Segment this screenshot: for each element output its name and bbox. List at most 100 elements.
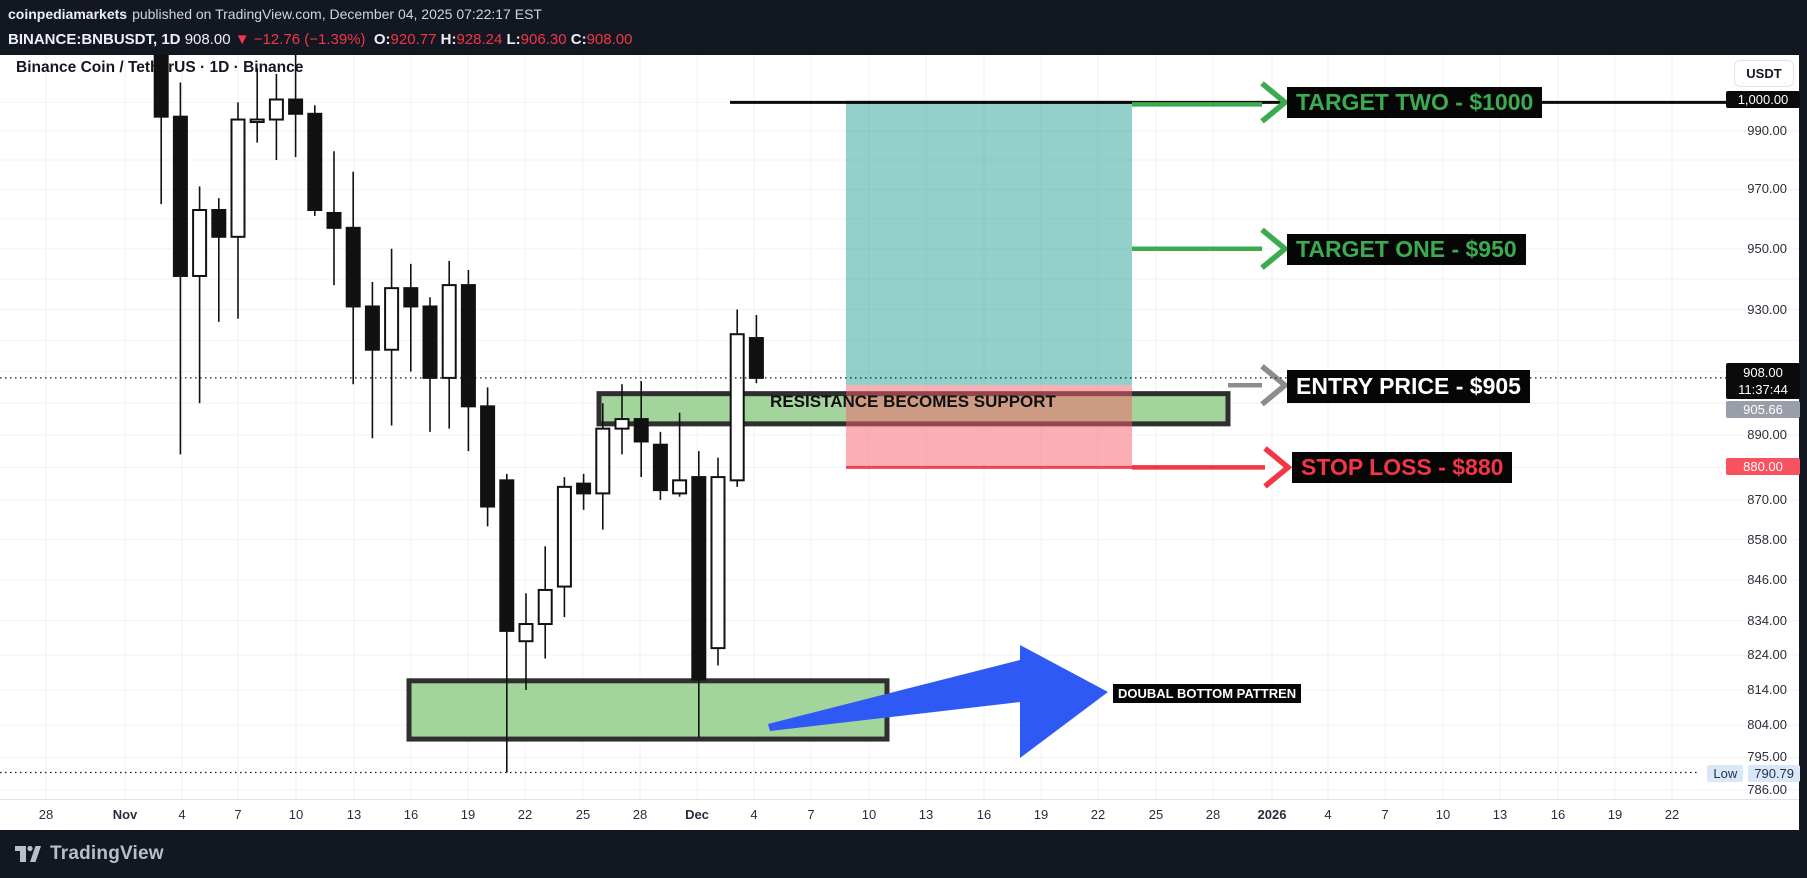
double-bottom-box[interactable] [406,678,890,742]
price-axis-label[interactable]: 890.00 [1747,427,1787,443]
time-axis-label[interactable]: 10 [861,807,877,822]
resistance-support-box-text[interactable]: RESISTANCE BECOMES SUPPORT [770,392,1056,411]
candles [153,55,764,773]
price-axis-label[interactable]: 804.00 [1747,717,1787,733]
candle [556,477,572,618]
time-axis-label[interactable]: 16 [1550,807,1566,822]
price-axis-label[interactable]: 834.00 [1747,612,1787,628]
time-axis-label[interactable]: 2026 [1257,807,1287,822]
time-axis-label[interactable]: 16 [976,807,992,822]
time-axis-label[interactable]: Dec [685,807,709,822]
entry-price-tag[interactable]: 905.66 [1726,401,1800,418]
candle-body-up [614,418,630,430]
candle-body-up [230,118,246,238]
time-axis-label[interactable]: 13 [918,807,934,822]
candle-body-up [249,118,265,124]
time-axis-label[interactable]: 25 [575,807,591,822]
price-axis-label[interactable]: 795.00 [1747,749,1787,765]
price-axis-label[interactable]: 824.00 [1747,647,1787,663]
loss-zone[interactable] [846,385,1132,468]
candle-body-up [268,98,284,121]
time-axis-label[interactable]: 13 [1492,807,1508,822]
price-axis-label[interactable]: 870.00 [1747,491,1787,507]
time-axis-label[interactable]: 10 [1435,807,1451,822]
candle [576,473,592,510]
time-axis-label[interactable]: 10 [288,807,304,822]
price-axis-label[interactable]: 786.00 [1747,781,1787,797]
price-axis-label[interactable]: 846.00 [1747,571,1787,587]
open-value: 920.77 [390,30,437,48]
time-axis-label[interactable]: 7 [1381,807,1389,822]
time-axis-label[interactable]: 22 [517,807,533,822]
time-axis-label[interactable]: 7 [807,807,815,822]
target-two-label[interactable]: TARGET TWO - $1000 [1287,87,1543,118]
candle [249,68,265,143]
candle [441,260,457,429]
time-axis-label[interactable]: Nov [112,807,138,822]
time-axis-label[interactable]: 4 [750,807,758,822]
candle [633,381,649,478]
close-label: C: [570,30,587,48]
candle [499,473,515,773]
publication-text: published on TradingView.com, December 0… [132,5,542,22]
symbol-name: BINANCE:BNBUSDT, 1D [8,30,181,48]
candle [307,105,323,216]
candle-body-down [576,482,592,495]
profit-zone[interactable] [846,102,1132,386]
time-axis-label[interactable]: 28 [632,807,648,822]
time-axis-label[interactable]: 19 [1607,807,1623,822]
time-axis-label[interactable]: 16 [403,807,419,822]
candle [153,55,169,205]
stop-loss-label[interactable]: STOP LOSS - $880 [1292,452,1513,483]
candle-body-up [729,333,745,482]
candle [595,403,611,530]
candle-body-up [556,485,572,588]
candle-body-up [192,208,208,277]
candle [364,282,380,439]
time-axis-label[interactable]: 22 [1090,807,1106,822]
double-bottom-pattern-label[interactable]: DOUBAL BOTTOM PATTREN [1113,684,1302,703]
time-axis-label[interactable]: 28 [38,807,54,822]
time-axis-label[interactable]: 28 [1205,807,1221,822]
price-tag-1000[interactable]: 1,000.00 [1726,91,1800,108]
candle [518,593,534,690]
time-axis-label[interactable]: 25 [1148,807,1164,822]
candle-body-down [153,55,169,118]
symbol-ohlc-bar: BINANCE:BNBUSDT, 1D 908.00 ▼ −12.76 (−1.… [0,26,1807,52]
tradingview-brand-text: TradingView [50,843,164,864]
price-axis-label[interactable]: 930.00 [1747,301,1787,317]
price-axis-label[interactable]: 990.00 [1747,123,1787,139]
time-axis-label[interactable]: 4 [178,807,186,822]
price-axis-label[interactable]: 814.00 [1747,681,1787,697]
time-axis-label[interactable]: 19 [460,807,476,822]
down-triangle-icon: ▼ [234,30,250,48]
time-axis-label[interactable]: 4 [1324,807,1332,822]
arrowhead-icon [1260,81,1290,124]
currency-usdt-button[interactable]: USDT [1734,60,1794,87]
price-axis-label[interactable]: 950.00 [1747,240,1787,256]
tradingview-footer[interactable]: TradingView [14,840,164,868]
price-axis-label[interactable]: 970.00 [1747,181,1787,197]
time-axis-label[interactable]: 7 [234,807,242,822]
stop-price-tag[interactable]: 880.00 [1726,458,1800,475]
candle-body-down [307,112,323,211]
candle [614,384,630,455]
candle [672,412,688,497]
time-axis-label[interactable]: 22 [1664,807,1680,822]
low-label: L: [506,30,521,48]
arrowhead-icon [1260,364,1290,407]
entry-price-label[interactable]: ENTRY PRICE - $905 [1287,370,1530,403]
blue-arrow[interactable] [768,645,1108,758]
current-price-tag[interactable]: 908.00 11:37:44 [1726,363,1800,399]
price-axis-label[interactable]: 858.00 [1747,531,1787,547]
candle-body-down [480,405,496,508]
candle [192,186,208,404]
session-low-tag: Low 790.79 [1707,765,1800,782]
target-one-label[interactable]: TARGET ONE - $950 [1287,234,1526,265]
time-axis-label[interactable]: 19 [1033,807,1049,822]
candle-body-up [518,623,534,643]
time-axis-label[interactable]: 13 [346,807,362,822]
publication-bar: coinpediamarkets published on TradingVie… [0,0,1807,27]
